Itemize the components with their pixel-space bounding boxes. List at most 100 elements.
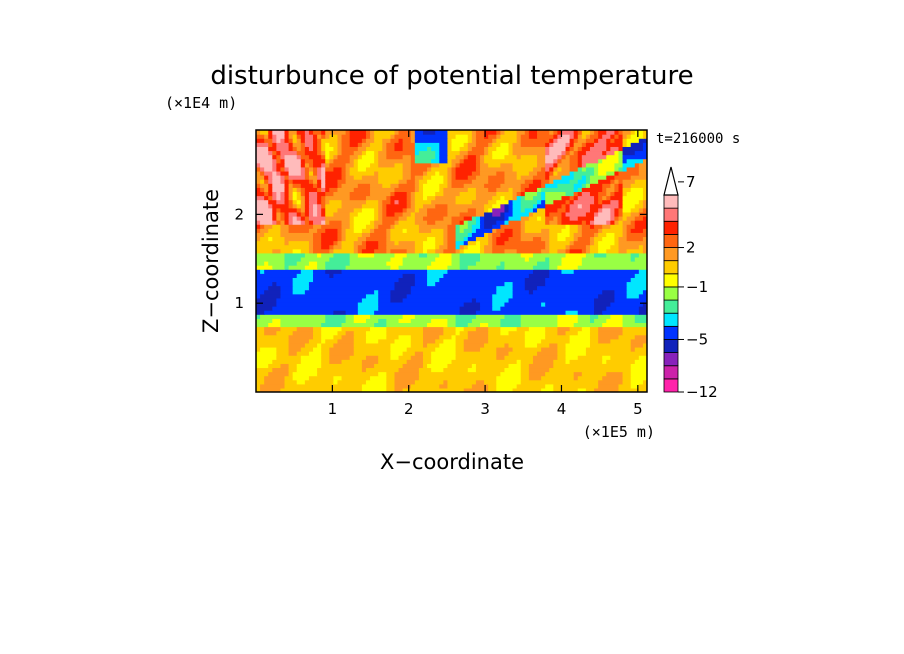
contour-cell <box>480 224 485 229</box>
contour-cell <box>630 256 636 262</box>
contour-cell <box>610 211 616 217</box>
contour-cell <box>280 195 286 201</box>
contour-cell <box>345 314 355 319</box>
contour-cell <box>256 342 290 348</box>
contour-cell <box>524 285 538 291</box>
contour-cell <box>622 162 636 168</box>
contour-cell <box>317 150 322 156</box>
contour-cell <box>439 162 453 168</box>
contour-cell <box>288 228 310 233</box>
contour-cell <box>577 154 583 160</box>
contour-cell <box>455 318 473 324</box>
contour-cell <box>394 281 416 287</box>
contour-cell <box>256 289 265 295</box>
contour-cell <box>390 297 404 303</box>
contour-cell <box>370 134 375 139</box>
contour-cell <box>463 158 477 164</box>
contour-cell <box>414 146 428 152</box>
contour-cell <box>256 146 269 152</box>
contour-cell <box>545 207 558 213</box>
contour-cell <box>581 187 603 193</box>
contour-cell <box>292 195 298 201</box>
contour-cell <box>378 244 387 250</box>
contour-cell <box>447 224 457 229</box>
contour-cell <box>431 367 444 373</box>
contour-cell <box>520 138 550 143</box>
contour-cell <box>496 383 518 389</box>
contour-cell <box>288 211 298 217</box>
contour-cell <box>638 306 647 311</box>
contour-cell <box>386 248 392 254</box>
contour-cell <box>414 244 424 250</box>
contour-cell <box>284 265 290 270</box>
contour-cell <box>264 261 269 266</box>
y-axis: 12 <box>234 205 647 312</box>
contour-cell <box>528 183 542 188</box>
contour-cell <box>422 187 440 193</box>
contour-cell <box>561 158 571 164</box>
contour-cell <box>447 146 453 152</box>
contour-cell <box>504 265 534 270</box>
contour-cell <box>402 363 424 369</box>
contour-cell <box>553 387 579 392</box>
contour-cell <box>557 318 579 324</box>
contour-cell <box>642 228 647 233</box>
contour-cell <box>573 191 579 197</box>
contour-cell <box>602 310 640 315</box>
contour-cell <box>321 195 326 201</box>
contour-cell <box>256 338 290 344</box>
contour-cell <box>606 371 624 377</box>
contour-cell <box>537 261 550 266</box>
contour-cell <box>296 215 302 221</box>
contour-cell <box>410 211 416 217</box>
contour-cell <box>638 166 647 172</box>
contour-cell <box>256 252 286 258</box>
contour-cell <box>284 154 298 160</box>
contour-cell <box>365 240 379 246</box>
contour-cell <box>345 318 355 324</box>
contour-cell <box>557 346 567 352</box>
contour-cell <box>427 248 436 254</box>
contour-cell <box>422 175 432 180</box>
contour-cell <box>622 326 647 332</box>
contour-cell <box>374 215 379 221</box>
contour-cell <box>374 170 379 176</box>
contour-cell <box>317 183 322 188</box>
contour-cell <box>386 371 396 377</box>
contour-cell <box>475 211 485 217</box>
contour-cell <box>598 240 616 246</box>
contour-cell <box>308 166 314 172</box>
contour-cell <box>427 220 436 225</box>
contour-cell <box>598 232 607 238</box>
contour-cell <box>272 183 286 188</box>
contour-cell <box>488 146 497 152</box>
contour-cell <box>459 162 477 168</box>
contour-cell <box>443 228 449 233</box>
contour-cell <box>264 232 282 238</box>
contour-cell <box>382 211 387 217</box>
contour-cell <box>313 162 322 168</box>
contour-cell <box>618 187 624 193</box>
contour-cell <box>256 138 265 143</box>
contour-cell <box>443 338 457 344</box>
contour-cell <box>500 162 514 168</box>
contour-cell <box>447 142 453 147</box>
contour-cell <box>598 170 607 176</box>
contour-cell <box>622 183 632 188</box>
contour-cell <box>313 330 322 336</box>
contour-cell <box>256 375 265 381</box>
contour-cell <box>545 183 558 188</box>
contour-cell <box>496 387 514 392</box>
contour-cell <box>475 326 489 332</box>
contour-cell <box>488 232 493 238</box>
contour-cell <box>447 170 453 176</box>
contour-cell <box>618 211 624 217</box>
contour-cell <box>516 175 522 180</box>
contour-cell <box>488 338 526 344</box>
contour-cell <box>467 322 481 328</box>
contour-cell <box>638 293 647 299</box>
contour-cell <box>435 281 506 287</box>
contour-cell <box>459 261 477 266</box>
contour-cell <box>504 261 538 266</box>
contour-cell <box>398 265 428 270</box>
